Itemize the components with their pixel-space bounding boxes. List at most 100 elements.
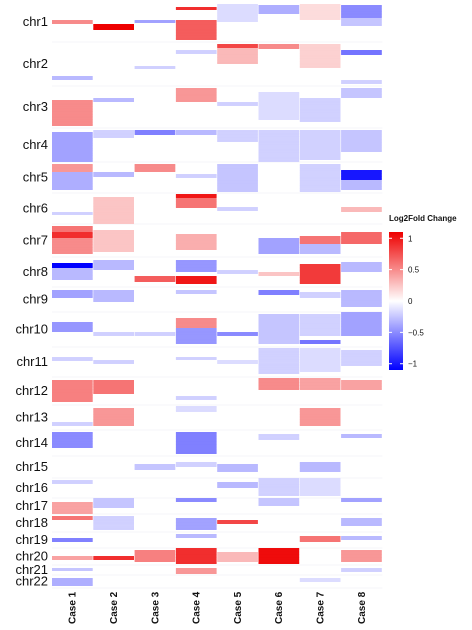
cnv-segment [341,88,382,98]
chromosome-label: chr22 [15,574,48,589]
cnv-segment [258,130,300,162]
cnv-segment [299,378,341,390]
cnv-segment [134,276,176,282]
cnv-segment [341,130,382,152]
chromosome-label: chr15 [15,459,48,474]
cnv-segment [299,264,341,284]
cnv-segment [52,502,93,514]
chromosome-label: chr5 [23,170,48,185]
cnv-segment [93,498,134,508]
case-label: Case 1 [68,591,79,624]
legend-tick-label: −0.5 [408,328,424,337]
cnv-segment [258,378,300,390]
cnv-segment [175,406,217,412]
cnv-segment [52,100,93,126]
chromosome-label: chr6 [23,201,48,216]
cnv-segment [175,518,217,530]
cnv-segment [258,348,300,374]
cnv-segment [52,238,93,254]
cnv-segment [93,197,134,224]
cnv-segment [341,350,382,366]
case-label: Case 4 [192,591,203,624]
cnv-segment [175,568,217,574]
cnv-segment [175,198,217,208]
chromosome-labels: chr1 chr2 chr3 chr4 chr5 chr6 chr7 chr8 chr9 chr1… [15,14,48,589]
cnv-segment [93,230,134,252]
cnv-segment [341,50,382,55]
legend-ticks: 1 0.5 0 −0.5 −1 [389,234,424,369]
cnv-segment [217,552,258,562]
cnv-segment [341,262,382,272]
cnv-segment [134,130,176,135]
chromosome-label: chr12 [15,383,48,398]
cnv-segment [93,290,134,302]
chromosome-label: chr14 [15,435,48,450]
cnv-segment [175,432,217,454]
cnv-segment [258,434,300,440]
cnv-segment [299,536,341,542]
cnv-segment [134,550,176,562]
legend-tick-label: 1 [408,234,413,243]
case-labels: Case 1 Case 2 Case 3 Case 4 Case 5 Case 6 Case… [68,591,368,624]
cnv-segment [341,170,382,180]
chromosome-label: chr4 [23,137,48,152]
chromosome-label: chr1 [23,14,48,29]
legend-tick-label: 0.5 [408,266,420,275]
cnv-segment [299,292,341,298]
chromosome-label: chr3 [23,99,48,114]
case-label: Case 5 [233,591,244,624]
case-label: Case 2 [109,591,120,624]
cnv-segment [258,290,300,295]
chromosome-label: chr16 [15,480,48,495]
cnv-segment [258,548,300,564]
chromosome-label: chr9 [23,292,48,307]
legend-color-bar [389,232,403,370]
cnv-segment [93,24,134,30]
cnv-segment [341,180,382,190]
chromosome-label: chr19 [15,532,48,547]
chromosome-label: chr8 [23,264,48,279]
cnv-segment [93,172,134,177]
chromosome-label: chr13 [15,410,48,425]
cnv-segment [299,314,341,336]
cnv-segment [175,462,217,467]
cnv-segment [217,482,258,488]
cnv-segment [93,260,134,270]
legend-tick-label: 0 [408,297,413,306]
chromosome-label: chr2 [23,56,48,71]
cnv-segment [175,234,217,250]
cnv-segment [341,380,382,390]
cnv-segment [258,314,300,344]
cnv-segment [341,232,382,244]
cnv-segment [52,226,93,232]
case-column-background [217,2,258,588]
case-label: Case 6 [274,591,285,624]
chromosome-label: chr7 [23,233,48,248]
chromosome-label: chr20 [15,549,48,564]
cnv-segment [175,130,217,135]
cnv-segment [217,130,258,142]
cnv-segment [341,207,382,212]
cnv-segment [52,268,93,280]
cnv-segment [52,380,93,402]
chromosome-label: chr21 [15,562,48,577]
cnv-segment [52,432,93,448]
cnv-segment [175,328,217,344]
cnv-segment [217,48,258,64]
cnv-segment [52,132,93,162]
cnv-segment [299,130,341,160]
cnv-segment [258,44,300,49]
heatmap-cells [52,2,383,589]
cnv-segment [341,290,382,307]
cnv-segment [52,263,93,268]
chromosome-label: chr17 [15,498,48,513]
legend-title: Log2Fold Change [389,214,457,223]
chromosome-label: chr11 [16,354,48,369]
case-column-background [134,2,176,588]
case-label: Case 3 [150,591,161,624]
cnv-segment [299,462,341,472]
cnv-segment [175,548,217,564]
cnv-segment [134,464,176,470]
cnv-segment [299,4,341,20]
